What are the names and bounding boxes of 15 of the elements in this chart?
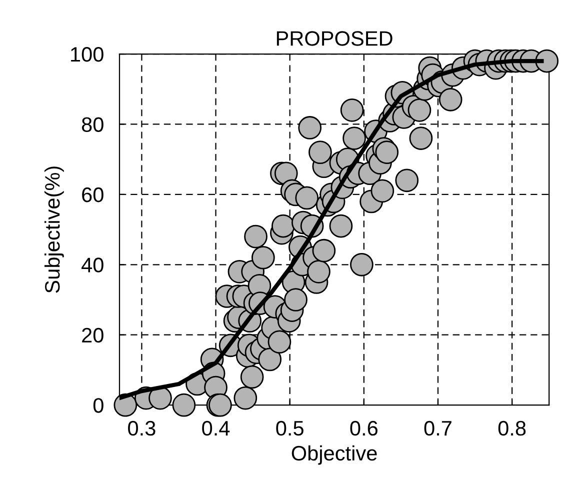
y-tick-label: 0 [93,398,104,413]
y-tick-label: 60 [82,187,104,202]
x-tick-label: 0.6 [350,420,378,436]
x-tick-label: 0.4 [202,420,230,436]
x-tick-label: 0.7 [424,420,452,436]
y-tick-label: 80 [82,117,104,132]
x-tick-label: 0.8 [498,420,526,436]
y-tick-label: 40 [82,258,104,272]
y-tick-label: 20 [82,328,104,343]
x-tick-label: 0.3 [128,420,156,436]
chart-title: PROPOSED [276,31,392,46]
x-axis-title: Objective [292,445,377,465]
y-tick-label: 100 [71,47,104,62]
x-tick-label: 0.5 [276,420,304,436]
y-axis-title: Subjective(%) [44,166,64,293]
